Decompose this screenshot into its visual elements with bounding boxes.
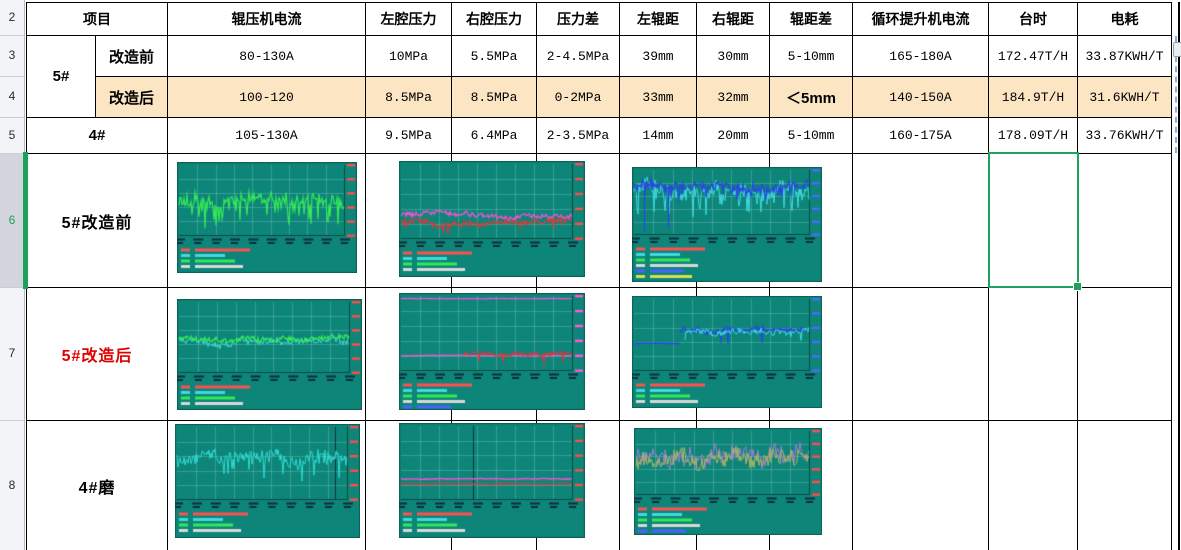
header-pressure-diff[interactable]: 压力差 bbox=[537, 3, 620, 36]
cell-r5-c4[interactable]: 14mm bbox=[620, 118, 697, 154]
row-header-4[interactable]: 4 bbox=[8, 89, 16, 103]
header-left-pressure[interactable]: 左腔压力 bbox=[366, 3, 452, 36]
cell-r3-c3[interactable]: 2-4.5MPa bbox=[537, 36, 620, 77]
empty-cell[interactable] bbox=[989, 421, 1078, 550]
empty-cell[interactable] bbox=[853, 154, 989, 288]
row-header-6-selected[interactable]: 6 bbox=[8, 213, 16, 227]
header-hourly-output[interactable]: 台时 bbox=[989, 3, 1078, 36]
gutter-separator bbox=[0, 76, 24, 77]
cell-r3-c2[interactable]: 5.5MPa bbox=[452, 36, 537, 77]
row-header-gutter: 2 3 4 5 6 7 8 bbox=[0, 0, 25, 550]
cell-r5-c0[interactable]: 105-130A bbox=[168, 118, 366, 154]
row-header-3[interactable]: 3 bbox=[8, 48, 16, 62]
cell-r5-c7[interactable]: 160-175A bbox=[853, 118, 989, 154]
cell-r5-c5[interactable]: 20mm bbox=[697, 118, 770, 154]
cell-r4-c3[interactable]: 0-2MPa bbox=[537, 77, 620, 118]
cell-r4-c4[interactable]: 33mm bbox=[620, 77, 697, 118]
selected-row-indicator-bar bbox=[23, 151, 28, 289]
cell-r5-c1[interactable]: 9.5MPa bbox=[366, 118, 452, 154]
empty-cell[interactable] bbox=[1078, 288, 1172, 421]
cell-label-5-after[interactable]: 5#改造后 bbox=[27, 288, 168, 421]
cell-r5-c3[interactable]: 2-3.5MPa bbox=[537, 118, 620, 154]
trend-chart-4mill-pressure[interactable] bbox=[399, 423, 585, 538]
cell-r4-c8[interactable]: 184.9T/H bbox=[989, 77, 1078, 118]
cell-r3-c5[interactable]: 30mm bbox=[697, 36, 770, 77]
scrollbar-nub-icon[interactable] bbox=[1173, 42, 1181, 57]
trend-chart-5after-pressure[interactable] bbox=[399, 293, 585, 410]
header-roller-current[interactable]: 辊压机电流 bbox=[168, 3, 366, 36]
cell-r5-c6[interactable]: 5-10mm bbox=[770, 118, 853, 154]
empty-cell[interactable] bbox=[989, 154, 1078, 288]
cell-r4-c5[interactable]: 32mm bbox=[697, 77, 770, 118]
header-right-gap[interactable]: 右辊距 bbox=[697, 3, 770, 36]
fill-handle[interactable] bbox=[1072, 282, 1082, 291]
gutter-separator bbox=[0, 35, 24, 36]
trend-chart-4mill-current[interactable] bbox=[175, 424, 360, 538]
header-elevator-current[interactable]: 循环提升机电流 bbox=[853, 3, 989, 36]
gutter-separator bbox=[0, 117, 24, 118]
trend-chart-4mill-gap[interactable] bbox=[634, 428, 822, 535]
header-power-consumption[interactable]: 电耗 bbox=[1078, 3, 1172, 36]
row-header-7[interactable]: 7 bbox=[8, 346, 16, 360]
cell-r3-c9[interactable]: 33.87KWH/T bbox=[1078, 36, 1172, 77]
cell-label-5-before[interactable]: 5#改造前 bbox=[27, 154, 168, 288]
selected-row-header-shade bbox=[0, 153, 24, 287]
cell-after-label[interactable]: 改造后 bbox=[96, 77, 168, 118]
cell-r5-c2[interactable]: 6.4MPa bbox=[452, 118, 537, 154]
gutter-separator bbox=[0, 420, 24, 421]
cell-r3-c6[interactable]: 5-10mm bbox=[770, 36, 853, 77]
cell-r3-c8[interactable]: 172.47T/H bbox=[989, 36, 1078, 77]
cell-r3-c1[interactable]: 10MPa bbox=[366, 36, 452, 77]
cell-r3-c7[interactable]: 165-180A bbox=[853, 36, 989, 77]
cell-r3-c4[interactable]: 39mm bbox=[620, 36, 697, 77]
header-project[interactable]: 项目 bbox=[27, 3, 168, 36]
trend-chart-5after-current[interactable] bbox=[177, 299, 362, 410]
cell-r4-c1[interactable]: 8.5MPa bbox=[366, 77, 452, 118]
trend-chart-5before-current[interactable] bbox=[177, 162, 357, 273]
cell-group-4[interactable]: 4# bbox=[27, 118, 168, 154]
row-header-2[interactable]: 2 bbox=[8, 10, 16, 24]
header-gap-diff[interactable]: 辊距差 bbox=[770, 3, 853, 36]
trend-chart-5after-gap[interactable] bbox=[632, 296, 822, 408]
gutter-separator bbox=[0, 287, 24, 288]
cell-r4-c6[interactable]: ＜5mm bbox=[770, 77, 853, 118]
cell-before-label[interactable]: 改造前 bbox=[96, 36, 168, 77]
empty-cell[interactable] bbox=[1078, 421, 1172, 550]
selected-cell-outline bbox=[987, 151, 1082, 291]
empty-cell[interactable] bbox=[853, 421, 989, 550]
page-break-dashed-line bbox=[1175, 36, 1177, 153]
cell-r5-c8[interactable]: 178.09T/H bbox=[989, 118, 1078, 154]
cell-r3-c0[interactable]: 80-130A bbox=[168, 36, 366, 77]
empty-cell[interactable] bbox=[1078, 154, 1172, 288]
cell-group-5[interactable]: 5# bbox=[27, 36, 96, 118]
next-column-border bbox=[1178, 2, 1180, 550]
cell-r4-c9[interactable]: 31.6KWH/T bbox=[1078, 77, 1172, 118]
gutter-separator bbox=[0, 153, 24, 154]
trend-chart-5before-gap[interactable] bbox=[632, 167, 822, 282]
row-header-5[interactable]: 5 bbox=[8, 128, 16, 142]
cell-r4-c0[interactable]: 100-120 bbox=[168, 77, 366, 118]
empty-cell[interactable] bbox=[853, 288, 989, 421]
cell-r5-c9[interactable]: 33.76KWH/T bbox=[1078, 118, 1172, 154]
row-header-8[interactable]: 8 bbox=[8, 478, 16, 492]
empty-cell[interactable] bbox=[989, 288, 1078, 421]
trend-chart-5before-pressure[interactable] bbox=[399, 161, 585, 277]
cell-r4-c2[interactable]: 8.5MPa bbox=[452, 77, 537, 118]
cell-r4-c7[interactable]: 140-150A bbox=[853, 77, 989, 118]
cell-label-4-mill[interactable]: 4#磨 bbox=[27, 421, 168, 550]
header-left-gap[interactable]: 左辊距 bbox=[620, 3, 697, 36]
header-right-pressure[interactable]: 右腔压力 bbox=[452, 3, 537, 36]
